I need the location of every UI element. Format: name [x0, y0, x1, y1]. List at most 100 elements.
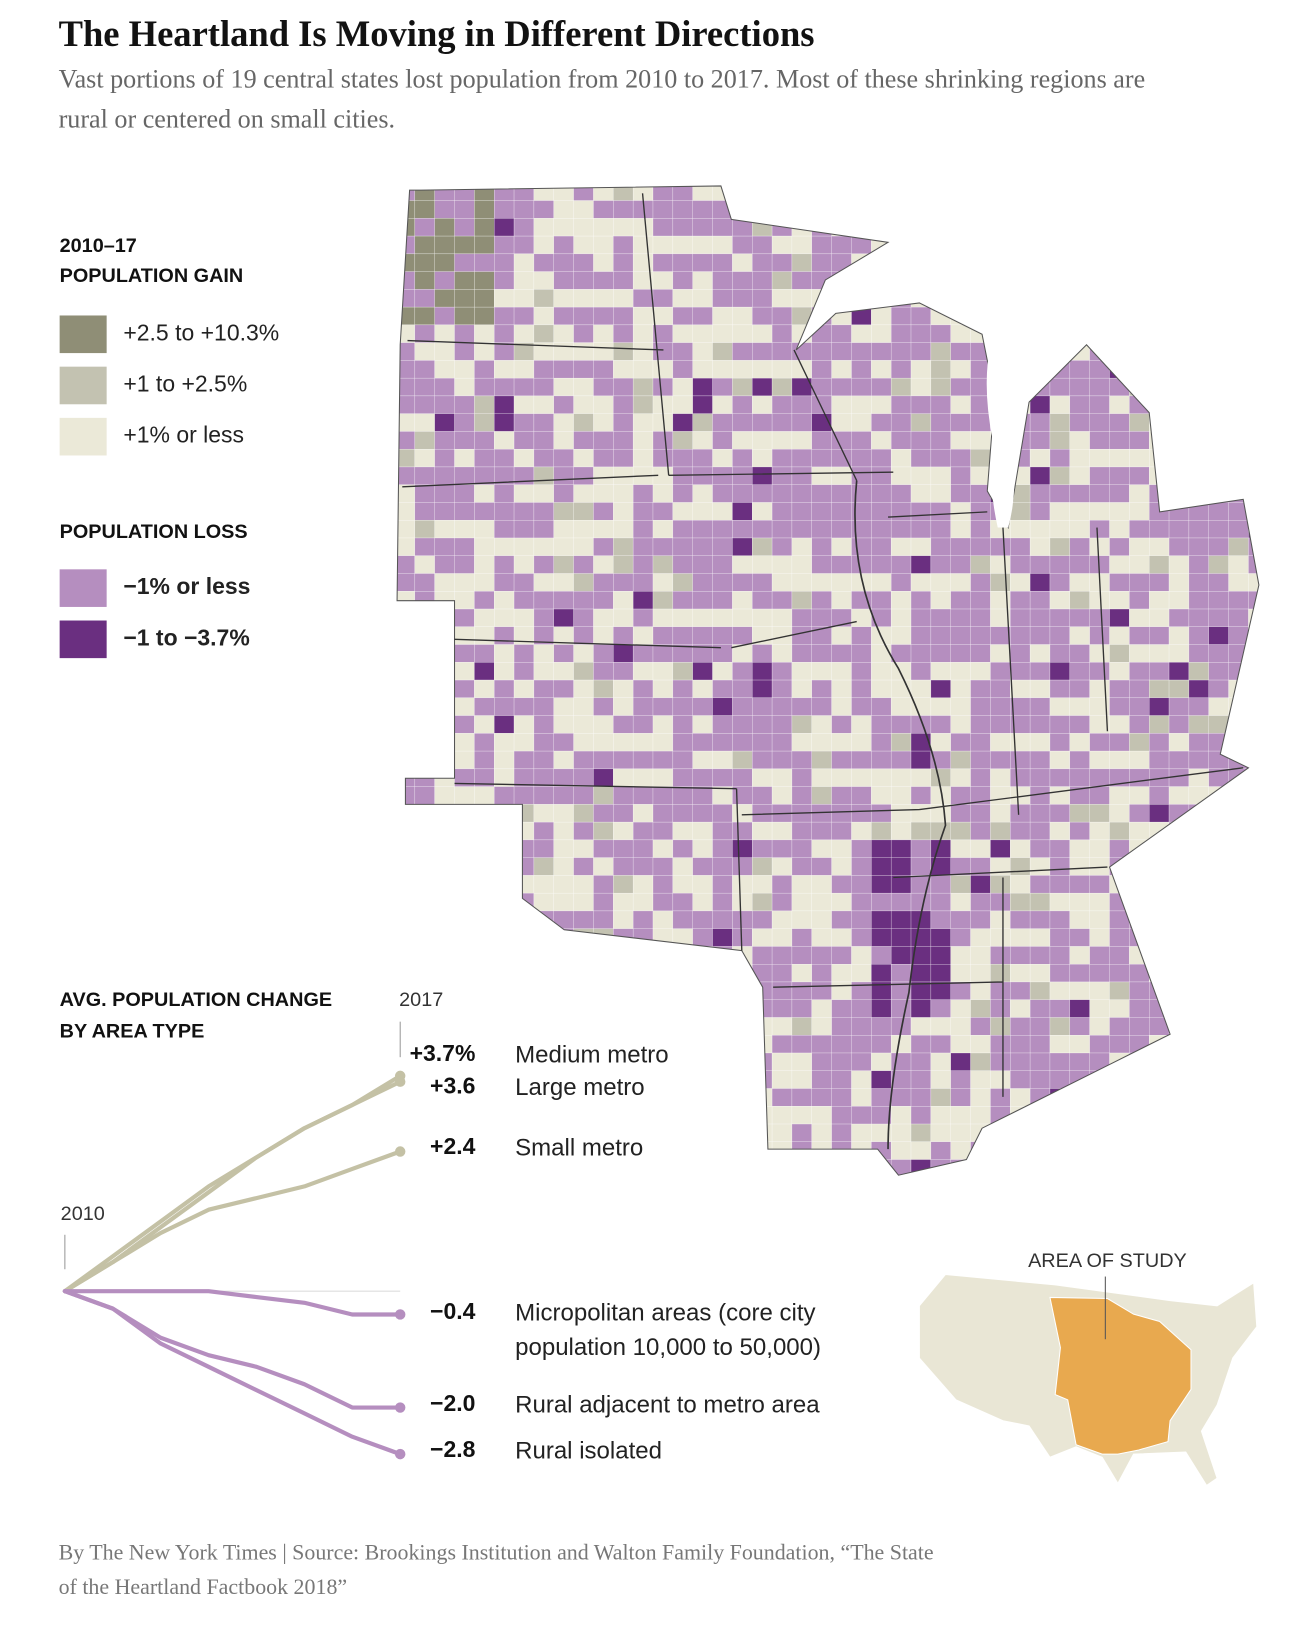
county	[791, 679, 812, 699]
county	[474, 662, 495, 681]
county	[1069, 839, 1090, 858]
county	[1188, 644, 1209, 663]
county	[752, 857, 773, 876]
county	[890, 839, 912, 858]
county	[1148, 875, 1170, 894]
county	[632, 235, 654, 255]
county	[593, 662, 614, 681]
county	[1069, 591, 1090, 610]
county	[1148, 626, 1170, 645]
county	[771, 768, 793, 787]
county	[811, 662, 832, 681]
county	[1228, 839, 1249, 858]
county	[397, 377, 416, 397]
county	[1010, 1159, 1031, 1176]
county	[1049, 1141, 1071, 1160]
county	[851, 662, 872, 681]
county	[811, 537, 832, 556]
county	[692, 715, 713, 734]
county	[970, 1159, 991, 1176]
county	[831, 185, 852, 201]
county	[811, 910, 832, 929]
county	[397, 448, 416, 468]
county	[1168, 324, 1190, 343]
county	[474, 892, 495, 912]
county	[593, 537, 614, 556]
county	[1049, 253, 1071, 272]
county	[692, 679, 713, 699]
county	[930, 342, 951, 361]
county	[791, 608, 812, 627]
county	[1129, 413, 1150, 432]
county	[1148, 1088, 1170, 1107]
county	[1188, 448, 1209, 468]
county	[752, 981, 773, 1000]
county	[692, 520, 713, 539]
county	[1089, 306, 1110, 326]
county	[1148, 235, 1170, 255]
county	[434, 306, 455, 326]
county	[434, 185, 455, 201]
county	[1049, 733, 1071, 752]
county	[474, 821, 495, 841]
county	[632, 484, 654, 503]
county	[397, 892, 416, 912]
county	[1248, 185, 1259, 201]
county	[1069, 324, 1090, 343]
county	[732, 520, 753, 539]
county	[1029, 377, 1051, 397]
county	[1168, 1070, 1190, 1089]
county	[1109, 608, 1130, 627]
county	[1069, 999, 1090, 1018]
county	[1129, 324, 1150, 343]
county	[593, 768, 614, 787]
county	[851, 946, 872, 965]
county	[1069, 662, 1090, 681]
county	[533, 733, 554, 752]
county	[732, 289, 753, 308]
county	[1010, 1177, 1030, 1195]
county	[553, 679, 574, 699]
county	[414, 821, 435, 841]
county	[990, 1088, 1011, 1107]
county	[831, 484, 852, 503]
county	[672, 185, 693, 201]
county	[831, 200, 852, 219]
county	[454, 253, 475, 272]
county	[513, 591, 535, 610]
county	[831, 946, 852, 965]
county	[533, 1017, 554, 1036]
county	[632, 839, 654, 858]
county	[454, 502, 475, 521]
county	[573, 185, 594, 201]
county	[791, 892, 812, 912]
county	[553, 662, 574, 681]
county	[771, 360, 793, 379]
county	[1129, 342, 1150, 361]
county	[414, 271, 435, 290]
county	[1148, 185, 1170, 201]
county	[1188, 573, 1209, 592]
county	[692, 466, 713, 485]
county	[930, 662, 951, 681]
county	[890, 644, 912, 663]
county	[414, 218, 435, 237]
county	[1069, 431, 1090, 450]
county	[732, 555, 753, 574]
county	[1049, 1088, 1071, 1107]
county	[1049, 786, 1071, 805]
county	[652, 786, 674, 805]
county	[910, 1017, 932, 1036]
county	[831, 839, 852, 858]
county	[831, 413, 852, 432]
county	[1069, 218, 1090, 237]
county	[593, 324, 614, 343]
county	[752, 271, 773, 290]
county	[1208, 733, 1229, 752]
county	[1148, 715, 1170, 734]
county	[871, 679, 892, 699]
county	[1188, 715, 1209, 734]
county	[1228, 1123, 1249, 1143]
county	[1069, 1035, 1090, 1054]
county	[474, 608, 495, 627]
